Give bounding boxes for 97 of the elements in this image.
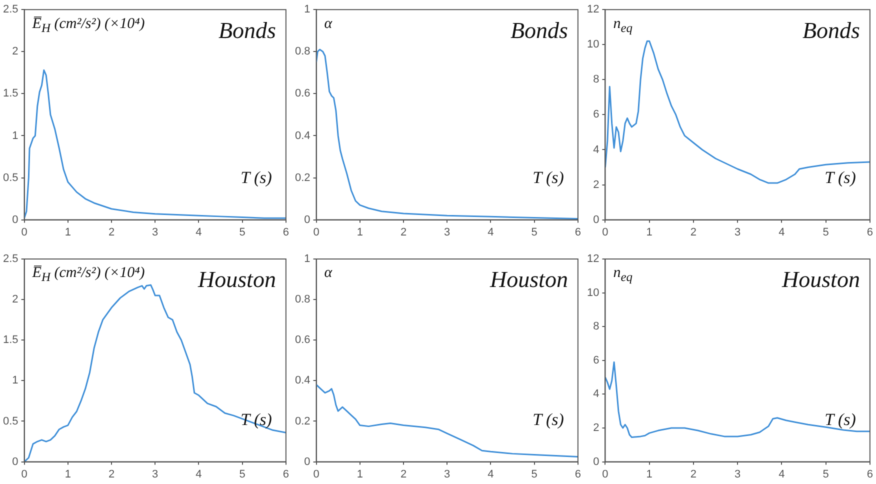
- x-tick-label: 4: [196, 468, 202, 480]
- x-tick-label: 6: [282, 226, 290, 238]
- x-tick-label: 0: [602, 226, 608, 238]
- x-tick-label: 6: [282, 468, 290, 480]
- x-tick-label: 6: [574, 226, 582, 238]
- x-axis-title: T (s): [824, 168, 856, 188]
- y-tick-label: 0.6: [294, 334, 310, 346]
- y-tick-label: 1.5: [2, 88, 18, 100]
- y-tick-label: 8: [593, 74, 600, 86]
- x-tick-label: 1: [356, 226, 363, 238]
- y-tick-label: 2: [12, 46, 18, 58]
- y-axis-title: n$_{eq}$: [613, 16, 633, 36]
- x-tick-label: 5: [822, 226, 829, 238]
- y-tick-label: 12: [586, 253, 600, 266]
- y-tick-label: 0.4: [294, 374, 310, 387]
- y-axis-title: α: [324, 265, 332, 282]
- x-tick-label: 6: [866, 468, 874, 480]
- x-axis-title: T (s): [532, 410, 564, 430]
- x-tick-label: 0: [313, 468, 320, 480]
- x-tick-label: 2: [690, 226, 697, 238]
- y-tick-label: 1: [12, 374, 18, 387]
- y-tick-label: 1: [12, 130, 18, 142]
- x-tick-label: 2: [108, 468, 115, 480]
- x-tick-label: 3: [152, 226, 158, 238]
- y-tick-label: 0.6: [294, 88, 310, 100]
- y-tick-label: 4: [593, 144, 600, 156]
- x-tick-label: 2: [690, 468, 697, 480]
- y-axis-title: α: [324, 16, 332, 33]
- y-tick-label: 6: [593, 354, 600, 366]
- x-tick-label: 3: [152, 468, 158, 480]
- y-tick-label: 4: [593, 388, 600, 400]
- y-tick-label: 0: [304, 214, 310, 226]
- x-axis-title: T (s): [240, 168, 272, 188]
- x-tick-label: 2: [400, 468, 407, 480]
- x-tick-label: 0: [313, 226, 320, 238]
- x-tick-label: 0: [21, 468, 28, 480]
- chart-title: Houston: [490, 267, 568, 293]
- x-tick-label: 6: [866, 226, 874, 238]
- y-tick-label: 0: [593, 214, 600, 226]
- y-tick-label: 0: [593, 456, 600, 468]
- x-tick-label: 0: [602, 468, 608, 480]
- x-tick-label: 2: [108, 226, 115, 238]
- y-tick-label: 2: [12, 294, 18, 306]
- y-tick-label: 10: [586, 38, 600, 51]
- y-axis-title: n$_{eq}$: [613, 265, 633, 285]
- x-tick-label: 5: [531, 468, 538, 480]
- y-tick-label: 0.4: [294, 130, 310, 142]
- y-tick-label: 0: [12, 214, 18, 226]
- x-tick-label: 6: [574, 468, 582, 480]
- y-tick-label: 2.5: [2, 4, 18, 16]
- y-tick-label: 1: [304, 253, 310, 266]
- y-axis-title: E̅$_{H}$ (cm²/s²) (×10⁴): [32, 16, 145, 36]
- y-tick-label: 0.5: [2, 415, 18, 428]
- y-tick-label: 10: [586, 286, 600, 299]
- x-axis-title: T (s): [532, 168, 564, 188]
- x-tick-label: 1: [64, 226, 71, 238]
- x-tick-label: 3: [734, 226, 741, 238]
- y-tick-label: 0.8: [294, 46, 310, 58]
- x-tick-label: 1: [64, 468, 71, 480]
- chart-title: Bonds: [802, 18, 860, 44]
- x-tick-label: 5: [239, 226, 246, 238]
- x-tick-label: 3: [444, 226, 450, 238]
- x-tick-label: 5: [239, 468, 246, 480]
- y-tick-label: 0.5: [2, 172, 18, 184]
- x-tick-label: 3: [444, 468, 450, 480]
- y-tick-label: 0: [12, 456, 18, 468]
- y-tick-label: 1.5: [2, 334, 18, 346]
- x-tick-label: 4: [196, 226, 202, 238]
- x-tick-label: 5: [822, 468, 829, 480]
- x-tick-label: 4: [488, 226, 494, 238]
- x-tick-label: 1: [356, 468, 363, 480]
- x-tick-label: 5: [531, 226, 538, 238]
- y-tick-label: 8: [593, 320, 600, 333]
- y-tick-label: 0.8: [294, 294, 310, 306]
- chart-title: Houston: [198, 267, 276, 293]
- x-tick-label: 1: [646, 226, 652, 238]
- x-tick-label: 4: [488, 468, 494, 480]
- y-tick-label: 6: [593, 108, 600, 121]
- x-tick-label: 4: [778, 468, 785, 480]
- x-tick-label: 3: [734, 468, 741, 480]
- y-tick-label: 2: [593, 422, 600, 434]
- y-tick-label: 1: [304, 4, 310, 16]
- chart-title: Houston: [782, 267, 860, 293]
- chart-title: Bonds: [510, 18, 568, 44]
- x-tick-label: 4: [778, 226, 785, 238]
- x-axis-title: T (s): [824, 410, 856, 430]
- x-tick-label: 2: [400, 226, 407, 238]
- x-tick-label: 0: [21, 226, 28, 238]
- y-tick-label: 2.5: [2, 253, 18, 266]
- y-axis-title: E̅$_{H}$ (cm²/s²) (×10⁴): [32, 265, 145, 285]
- y-tick-label: 0: [304, 456, 310, 468]
- x-tick-label: 1: [646, 468, 652, 480]
- y-tick-label: 12: [586, 4, 600, 16]
- y-tick-label: 2: [593, 178, 600, 191]
- y-tick-label: 0.2: [294, 172, 310, 184]
- y-tick-label: 0.2: [294, 415, 310, 428]
- chart-title: Bonds: [218, 18, 276, 44]
